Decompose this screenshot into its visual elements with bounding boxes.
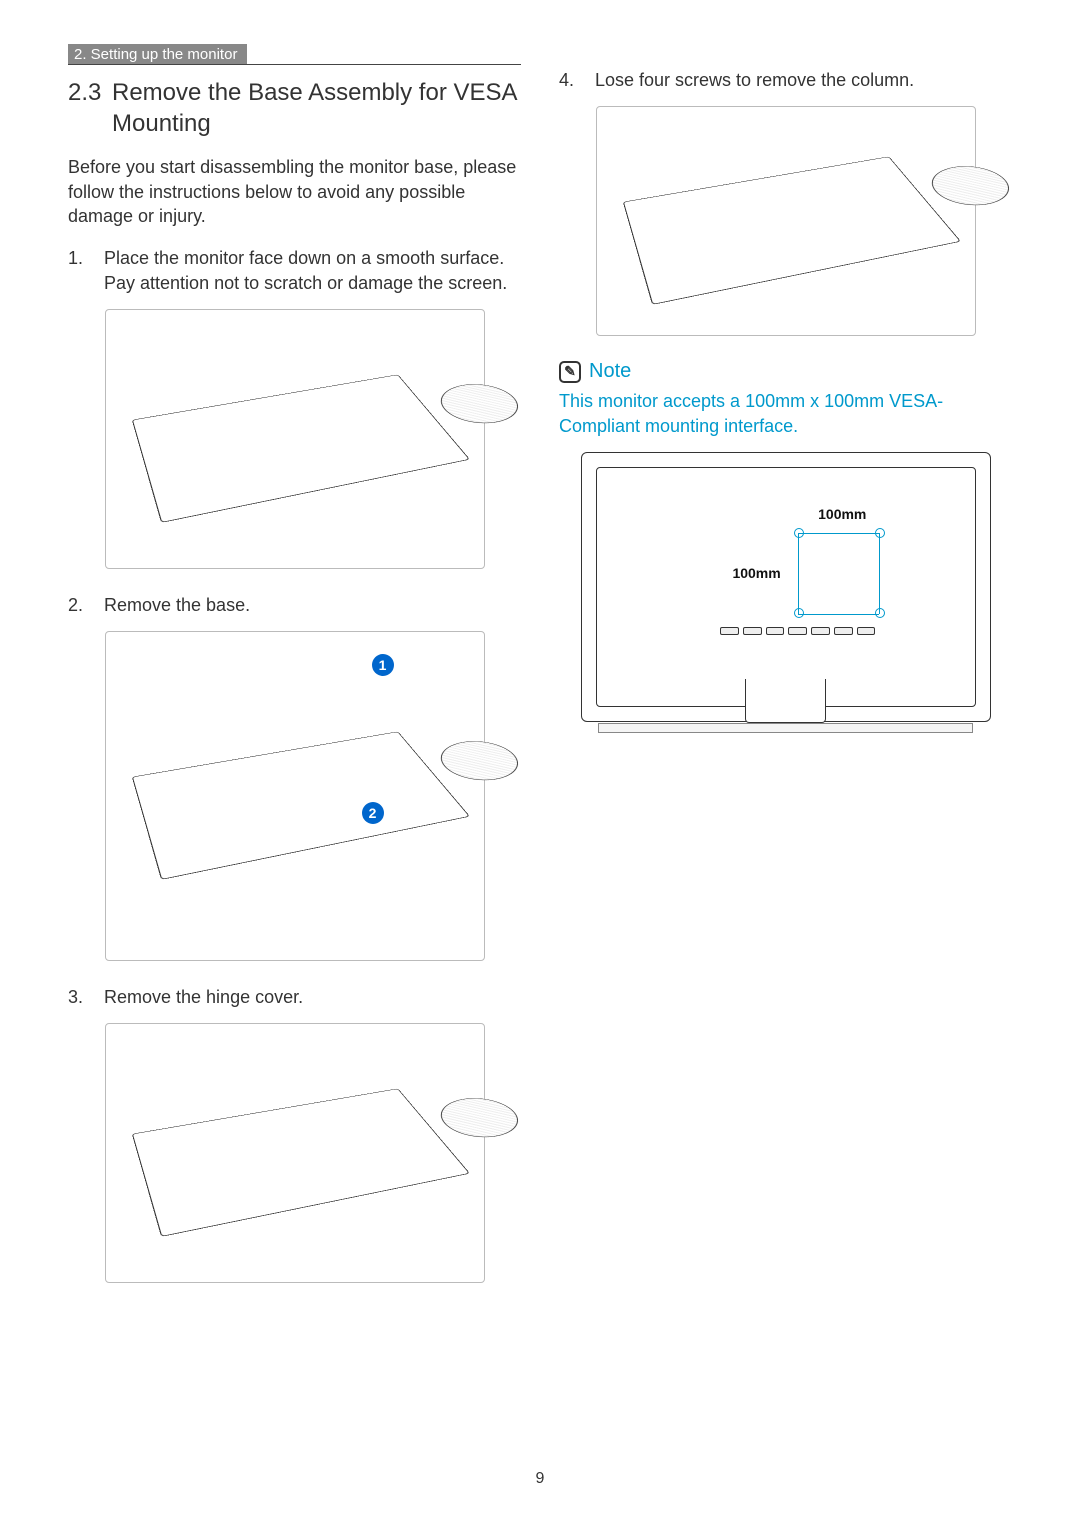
dim-line (798, 533, 799, 613)
monitor-illustration (131, 1089, 469, 1237)
section-number: 2.3 (68, 77, 112, 139)
steps-list-left-3: Remove the hinge cover. (68, 985, 521, 1009)
step-4: Lose four screws to remove the column. (559, 68, 1012, 92)
note-text: This monitor accepts a 100mm x 100mm VES… (559, 389, 1012, 438)
callout-2: 2 (362, 802, 384, 824)
left-column: 2.3 Remove the Base Assembly for VESA Mo… (68, 64, 521, 1307)
figure-step3 (105, 1023, 485, 1283)
steps-list-left: Place the monitor face down on a smooth … (68, 246, 521, 295)
steps-list-left-2: Remove the base. (68, 593, 521, 617)
dim-line (798, 533, 880, 534)
vesa-dim-h: 100mm (818, 506, 866, 522)
page-number: 9 (0, 1470, 1080, 1488)
section-title-text: Remove the Base Assembly for VESA Mounti… (112, 77, 521, 139)
callout-1: 1 (372, 654, 394, 676)
monitor-base (598, 723, 973, 733)
note-icon: ✎ (559, 361, 581, 383)
figure-step4 (596, 106, 976, 336)
note-label: Note (589, 360, 631, 383)
figure-step1 (105, 309, 485, 569)
note-header: ✎ Note (559, 360, 1012, 383)
two-column-layout: 2.3 Remove the Base Assembly for VESA Mo… (68, 68, 1012, 1307)
section-header-tab: 2. Setting up the monitor (68, 44, 247, 65)
port-row (720, 627, 875, 635)
step-3: Remove the hinge cover. (68, 985, 521, 1009)
step-text: Remove the hinge cover. (104, 985, 521, 1009)
vesa-dim-v: 100mm (732, 565, 780, 581)
step-text: Remove the base. (104, 593, 521, 617)
intro-text: Before you start disassembling the monit… (68, 155, 521, 228)
dim-line (879, 533, 880, 613)
step-text: Lose four screws to remove the column. (595, 68, 1012, 92)
step-text: Place the monitor face down on a smooth … (104, 246, 521, 295)
monitor-illustration (622, 157, 960, 305)
step-2: Remove the base. (68, 593, 521, 617)
figure-vesa: 100mm 100mm (581, 452, 991, 722)
monitor-stand (745, 679, 827, 723)
dim-line (798, 614, 880, 615)
monitor-back-outline (596, 467, 976, 707)
monitor-illustration (131, 374, 469, 522)
section-title: 2.3 Remove the Base Assembly for VESA Mo… (68, 77, 521, 139)
right-column: Lose four screws to remove the column. ✎… (559, 68, 1012, 1307)
steps-list-right: Lose four screws to remove the column. (559, 68, 1012, 92)
figure-step2: 1 2 (105, 631, 485, 961)
monitor-illustration (131, 732, 469, 880)
step-1: Place the monitor face down on a smooth … (68, 246, 521, 295)
